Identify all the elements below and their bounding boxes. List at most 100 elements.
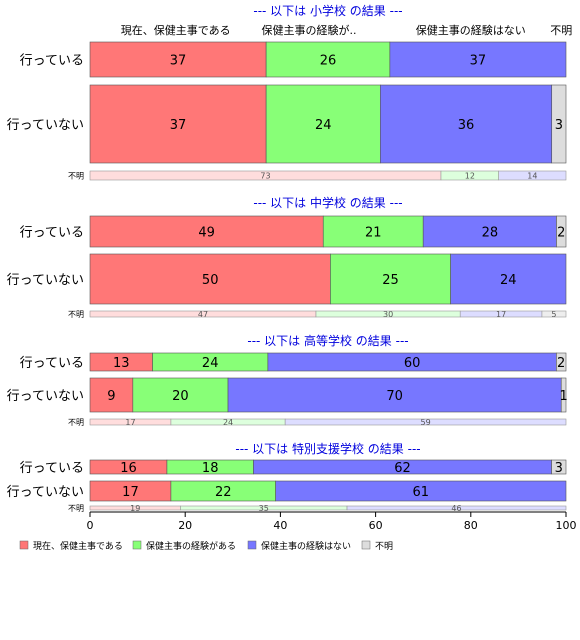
data-label: 2 — [557, 226, 565, 241]
data-label: 14 — [527, 172, 537, 181]
row-label: 行っている — [20, 226, 84, 241]
x-tick-label: 80 — [464, 519, 478, 532]
category-header: 保健主事の経験が.. — [261, 23, 356, 37]
data-label: 9 — [107, 389, 115, 404]
bar-segment — [556, 352, 567, 372]
panel-title: --- 以下は 中学校 の結果 --- — [253, 195, 402, 210]
legend-swatch — [132, 540, 142, 550]
data-label: 36 — [458, 118, 475, 133]
data-label: 17 — [122, 485, 139, 500]
data-label: 24 — [500, 273, 517, 288]
data-label: 26 — [320, 54, 337, 69]
data-label: 30 — [383, 310, 393, 319]
legend-label: 不明 — [375, 541, 393, 552]
data-label: 3 — [555, 118, 563, 133]
x-tick-label: 60 — [369, 519, 383, 532]
data-label: 2 — [557, 356, 565, 371]
panel-title: --- 以下は 高等学校 の結果 --- — [247, 333, 408, 348]
data-label: 17 — [496, 310, 506, 319]
bar-segment — [380, 84, 553, 164]
bar-segment — [89, 84, 267, 164]
bar-segment — [265, 41, 391, 78]
bar-segment — [498, 170, 567, 181]
legend-swatch — [19, 540, 29, 550]
legend-swatch — [361, 540, 371, 550]
bar-segment — [450, 253, 567, 305]
category-header: 不明 — [550, 24, 572, 37]
bar-segment — [322, 215, 424, 248]
x-tick-label: 40 — [273, 519, 287, 532]
row-label: 行っていない — [7, 273, 84, 288]
bar-segment — [284, 418, 567, 426]
data-label: 59 — [420, 418, 430, 427]
bar-segment — [275, 480, 567, 502]
row-label: 行っている — [20, 461, 84, 476]
bar-segment — [227, 377, 562, 413]
data-label: 37 — [170, 54, 187, 69]
row-label: 行っていない — [7, 118, 84, 133]
data-label: 46 — [451, 504, 461, 513]
bar-segment — [132, 377, 229, 413]
legend-swatch — [247, 540, 257, 550]
data-label: 35 — [259, 504, 269, 513]
bar-segment — [541, 310, 567, 318]
legend-label: 保健主事の経験はない — [261, 540, 351, 552]
data-label: 49 — [198, 226, 215, 241]
data-label: 62 — [394, 461, 411, 476]
bar-segment — [551, 459, 567, 475]
data-label: 50 — [202, 273, 219, 288]
row-label: 行っている — [20, 54, 84, 69]
bar-segment — [89, 41, 267, 78]
row-label: 行っていない — [7, 485, 84, 500]
data-label: 21 — [365, 226, 382, 241]
bar-segment — [89, 215, 324, 248]
data-label: 73 — [260, 172, 270, 181]
row-label: 行っていない — [7, 389, 84, 404]
bar-segment — [89, 377, 134, 413]
data-label: 24 — [202, 356, 219, 371]
data-label: 37 — [470, 54, 487, 69]
data-label: 1 — [559, 389, 567, 404]
data-label: 25 — [382, 273, 399, 288]
category-header: 現在、保健主事である — [121, 23, 231, 37]
bar-segment — [551, 84, 567, 164]
data-label: 24 — [315, 118, 332, 133]
data-label: 16 — [120, 461, 137, 476]
data-label: 20 — [172, 389, 189, 404]
x-tick-label: 0 — [87, 519, 94, 532]
legend-label: 保健主事の経験がある — [146, 540, 236, 552]
bar-segment — [389, 41, 567, 78]
category-header: 保健主事の経験はない — [416, 23, 526, 37]
data-label: 17 — [125, 418, 135, 427]
bar-segment — [89, 253, 331, 305]
bar-segment — [330, 253, 451, 305]
data-label: 47 — [198, 310, 208, 319]
data-label: 28 — [482, 226, 499, 241]
data-label: 5 — [551, 310, 556, 319]
data-label: 61 — [413, 485, 430, 500]
row-label: 不明 — [68, 310, 84, 319]
data-label: 18 — [202, 461, 219, 476]
data-label: 60 — [404, 356, 421, 371]
bar-segment — [265, 84, 381, 164]
panel-title: --- 以下は 特別支援学校 の結果 --- — [235, 441, 420, 456]
data-label: 22 — [215, 485, 232, 500]
bar-segment — [556, 215, 567, 248]
bar-segment — [422, 215, 557, 248]
data-label: 37 — [170, 118, 187, 133]
row-label: 不明 — [68, 504, 84, 513]
data-label: 19 — [130, 504, 140, 513]
bar-segment — [346, 505, 567, 511]
bar-segment — [560, 377, 567, 413]
row-label: 不明 — [68, 418, 84, 427]
data-label: 13 — [113, 356, 130, 371]
panel-title: --- 以下は 小学校 の結果 --- — [253, 3, 402, 18]
data-label: 12 — [465, 172, 475, 181]
row-label: 不明 — [68, 172, 84, 181]
data-label: 70 — [386, 389, 403, 404]
data-label: 3 — [555, 461, 563, 476]
legend-label: 現在、保健主事である — [33, 540, 123, 552]
data-label: 24 — [223, 418, 233, 427]
